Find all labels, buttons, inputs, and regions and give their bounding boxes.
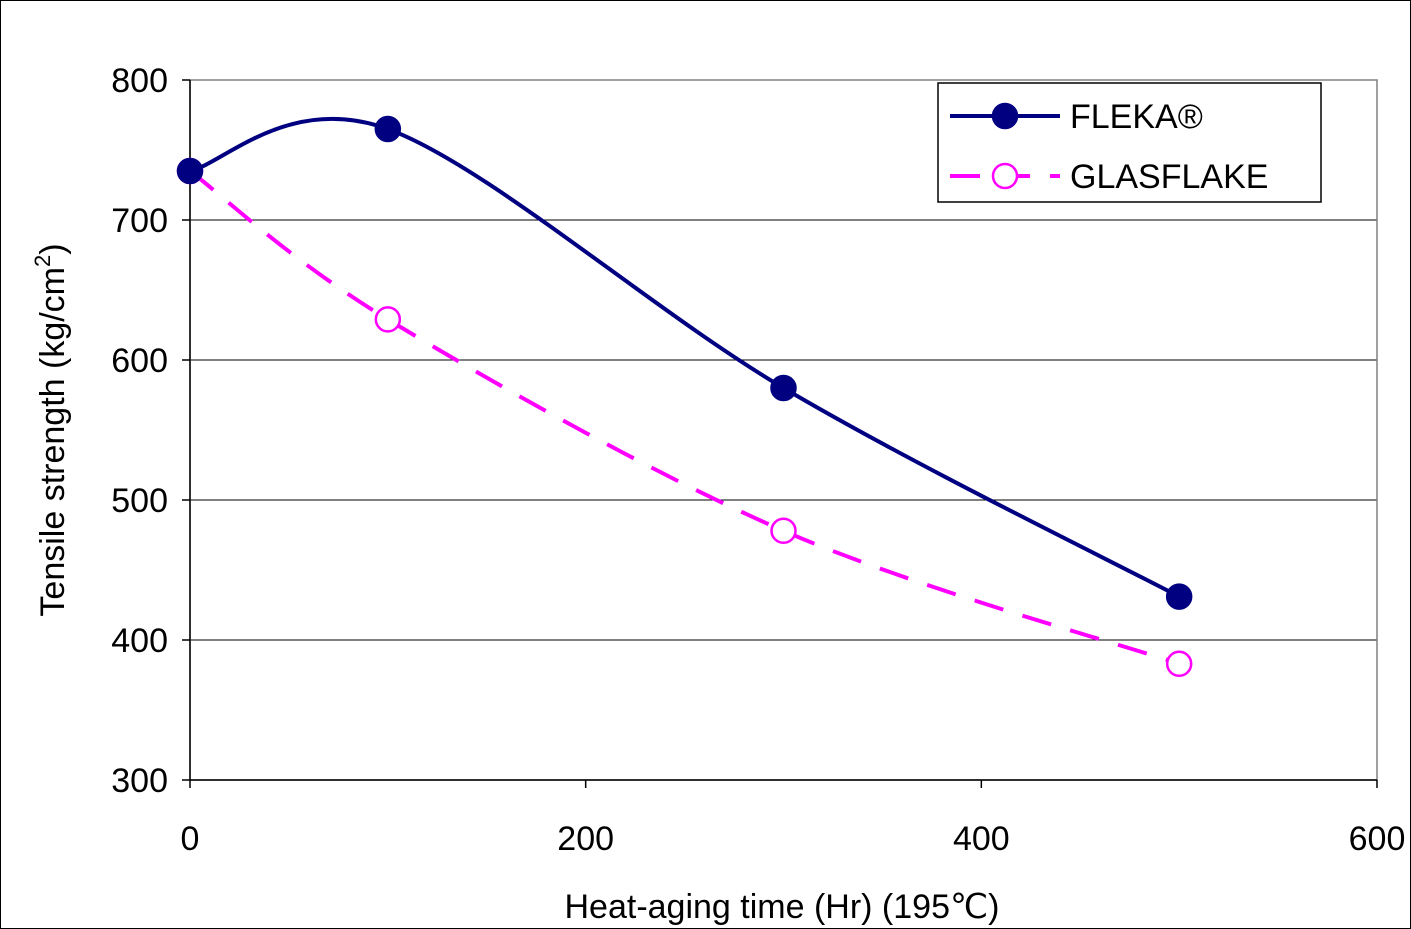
legend-label-glasflake: GLASFLAKE [1070, 158, 1268, 196]
series-layer [176, 115, 1193, 678]
data-point-fleka-300 [770, 374, 797, 402]
legend-marker-fleka [991, 102, 1019, 130]
y-tick-label-400: 400 [111, 622, 168, 660]
x-axis-title: Heat-aging time (Hr) (195℃) [565, 888, 1000, 926]
data-point-glasflake-500 [1165, 650, 1193, 678]
data-point-fleka-100 [374, 115, 402, 143]
y-tick-label-500: 500 [111, 482, 168, 520]
data-point-fleka-500 [1165, 583, 1193, 610]
data-point-fleka-0 [176, 157, 204, 185]
legend: FLEKA® GLASFLAKE [937, 82, 1322, 203]
legend-label-fleka: FLEKA® [1070, 98, 1203, 136]
y-axis-title-superscript: 2 [30, 255, 55, 267]
y-axis-title-close: ) [34, 243, 72, 254]
y-tick-label-800: 800 [111, 62, 168, 100]
x-tick-label-600: 600 [1349, 820, 1406, 858]
axes: 300 400 500 600 700 800 0 200 400 600 [111, 62, 1405, 858]
x-tick-label-400: 400 [953, 820, 1010, 858]
y-tick-label-300: 300 [111, 762, 168, 800]
y-tick-label-700: 700 [111, 202, 168, 240]
data-point-glasflake-300 [770, 517, 797, 545]
y-axis-title-text: Tensile strength (kg/cm [34, 267, 72, 617]
series-line-fleka [189, 116, 1181, 599]
x-tick-label-200: 200 [557, 820, 614, 858]
y-axis-title: Tensile strength (kg/cm2) [30, 243, 72, 616]
legend-marker-glasflake [991, 162, 1019, 190]
x-tick-label-0: 0 [181, 820, 200, 858]
y-tick-label-600: 600 [111, 342, 168, 380]
series-line-glasflake [188, 169, 1180, 666]
data-point-glasflake-100 [374, 306, 402, 333]
